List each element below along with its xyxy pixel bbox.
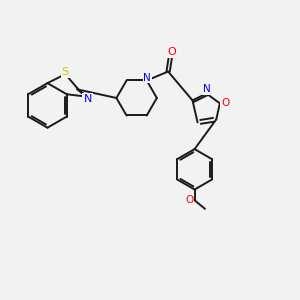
Text: N: N — [83, 94, 92, 104]
Text: O: O — [221, 98, 229, 108]
Text: O: O — [168, 47, 176, 57]
Text: S: S — [62, 68, 69, 77]
Text: O: O — [185, 195, 194, 205]
Text: N: N — [143, 73, 151, 82]
Text: N: N — [203, 84, 211, 94]
